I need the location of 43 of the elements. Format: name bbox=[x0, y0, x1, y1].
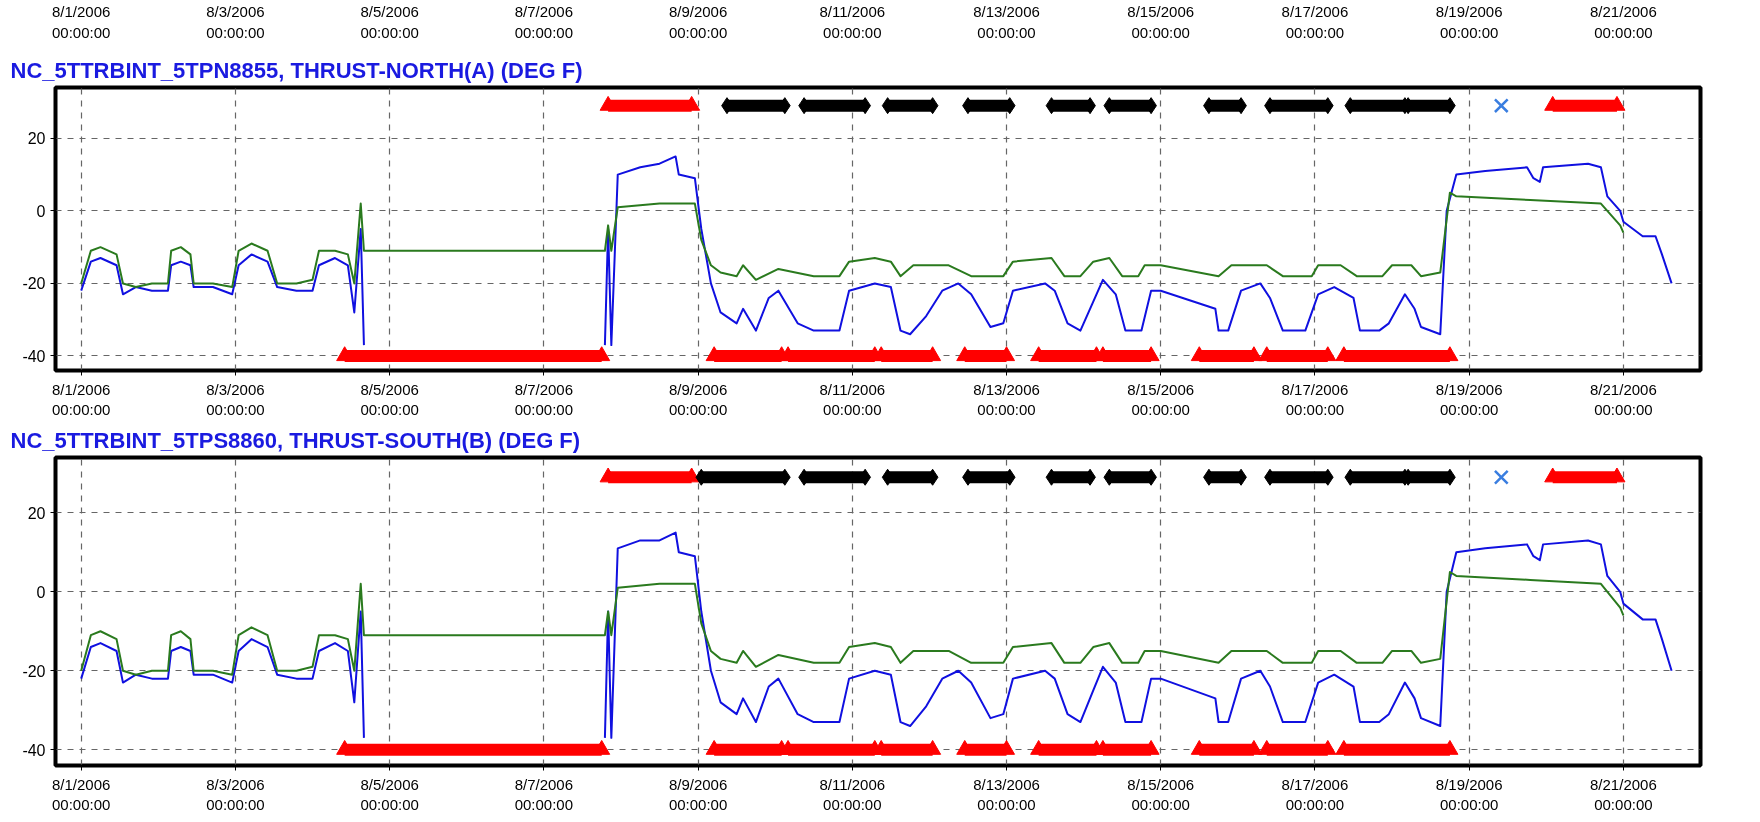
x-tick-label: 8/9/2006 00:00:00 bbox=[668, 380, 728, 418]
x-tick-label: 8/7/2006 00:00:00 bbox=[514, 380, 574, 418]
x-tick-label: 8/17/2006 00:00:00 bbox=[1281, 775, 1349, 813]
x-tick-label: 8/17/2006 00:00:00 bbox=[1281, 380, 1349, 418]
x-tick-label: 8/11/2006 00:00:00 bbox=[819, 380, 886, 418]
x2-tick-label: 8/15/2006 00:00:00 bbox=[1127, 3, 1195, 41]
x-tick-label: 8/5/2006 00:00:00 bbox=[360, 380, 419, 418]
x-tick-label: 8/13/2006 00:00:00 bbox=[973, 775, 1040, 813]
x-tick-label: 8/13/2006 00:00:00 bbox=[973, 380, 1040, 418]
x-tick-label: 8/15/2006 00:00:00 bbox=[1127, 775, 1195, 813]
x-tick-label: 8/19/2006 00:00:00 bbox=[1435, 380, 1503, 418]
x2-tick-label: 8/19/2006 00:00:00 bbox=[1435, 3, 1503, 41]
x-tick-label: 8/7/2006 00:00:00 bbox=[514, 775, 574, 813]
x-tick-label: 8/3/2006 00:00:00 bbox=[206, 775, 265, 813]
y-tick-label: 0 bbox=[36, 583, 46, 601]
y-tick-label: 20 bbox=[27, 504, 46, 522]
y-tick-label: 0 bbox=[36, 202, 46, 220]
y-tick-label: -20 bbox=[22, 662, 46, 680]
x2-tick-label: 8/9/2006 00:00:00 bbox=[668, 3, 728, 41]
x2-tick-label: 8/21/2006 00:00:00 bbox=[1590, 3, 1657, 41]
chart-title: NC_5TTRBINT_5TPN8855, THRUST-NORTH(A) (DEG F) bbox=[10, 57, 583, 83]
x-tick-label: 8/1/2006 00:00:00 bbox=[52, 775, 111, 813]
y-tick-label: -40 bbox=[22, 347, 46, 365]
y-tick-label: -20 bbox=[22, 275, 46, 293]
x-tick-label: 8/5/2006 00:00:00 bbox=[360, 775, 419, 813]
x2-tick-label: 8/11/2006 00:00:00 bbox=[819, 3, 886, 41]
x2-tick-label: 8/13/2006 00:00:00 bbox=[973, 3, 1040, 41]
x-tick-label: 8/15/2006 00:00:00 bbox=[1127, 380, 1195, 418]
x-tick-label: 8/1/2006 00:00:00 bbox=[52, 380, 111, 418]
x-tick-label: 8/21/2006 00:00:00 bbox=[1590, 380, 1657, 418]
x-tick-label: 8/9/2006 00:00:00 bbox=[668, 775, 728, 813]
y-tick-label: 20 bbox=[27, 130, 46, 148]
x2-tick-label: 8/17/2006 00:00:00 bbox=[1281, 3, 1349, 41]
y-tick-label: -40 bbox=[22, 741, 46, 759]
x-tick-label: 8/21/2006 00:00:00 bbox=[1590, 775, 1657, 813]
x-tick-label: 8/3/2006 00:00:00 bbox=[206, 380, 265, 418]
x2-tick-label: 8/7/2006 00:00:00 bbox=[514, 3, 574, 41]
chart-title: NC_5TTRBINT_5TPS8860, THRUST-SOUTH(B) (DEG F) bbox=[10, 427, 581, 453]
x-tick-label: 8/11/2006 00:00:00 bbox=[819, 775, 886, 813]
x-tick-label: 8/19/2006 00:00:00 bbox=[1435, 775, 1503, 813]
x2-tick-label: 8/5/2006 00:00:00 bbox=[360, 3, 419, 41]
x2-tick-label: 8/1/2006 00:00:00 bbox=[52, 3, 111, 41]
x2-tick-label: 8/3/2006 00:00:00 bbox=[206, 3, 265, 41]
